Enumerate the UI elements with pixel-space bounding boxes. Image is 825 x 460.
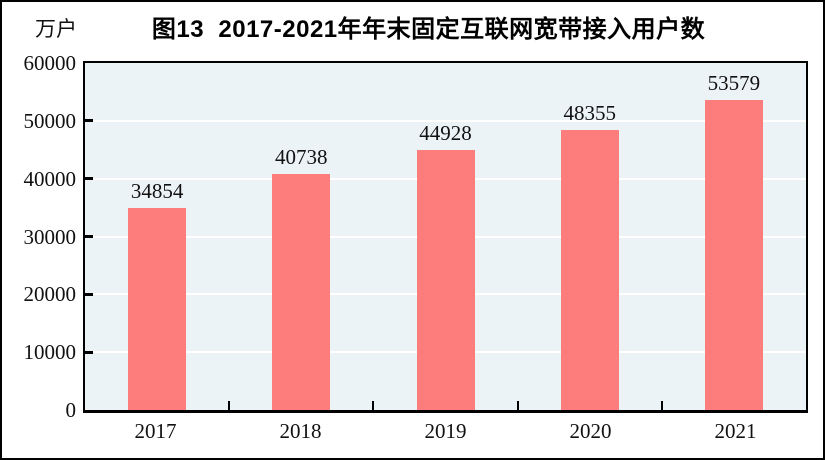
- x-axis-tick-label: 2021: [714, 419, 757, 443]
- bar-value-label: 48355: [563, 101, 616, 126]
- x-axis-tick-label: 2017: [134, 419, 177, 443]
- chart-title: 图13 2017-2021年年末固定互联网宽带接入用户数: [151, 16, 706, 43]
- y-axis-tick-mark: [85, 350, 93, 354]
- bar-slot: 34854: [85, 63, 229, 410]
- x-axis-tick-label: 2019: [424, 419, 467, 443]
- y-axis-tick-label: 40000: [23, 166, 77, 191]
- y-axis-unit-label: 万户: [35, 17, 77, 41]
- bar-value-label: 53579: [707, 71, 761, 96]
- bar-value-label: 44928: [419, 121, 472, 146]
- bar-value-label: 34854: [130, 179, 184, 204]
- plot-area: 34854 40738 44928 48355 53579: [83, 61, 808, 413]
- y-axis-tick-label: 10000: [23, 340, 77, 365]
- y-axis-tick-label: 50000: [23, 108, 77, 133]
- bar: [272, 174, 331, 410]
- y-axis-tick-label: 0: [65, 398, 77, 422]
- y-axis-tick-label: 30000: [23, 224, 77, 249]
- y-axis-tick-label: 20000: [23, 282, 77, 307]
- bar: [128, 208, 187, 410]
- x-axis-tick-mark: [228, 401, 231, 410]
- bar: [416, 150, 475, 410]
- x-axis-tick-label: 2018: [279, 419, 322, 443]
- x-axis-tick-mark: [660, 401, 663, 410]
- x-axis-labels: 2017 2018 2019 2020 2021: [83, 419, 808, 444]
- bar-slot: 48355: [518, 63, 662, 410]
- y-axis-tick-mark: [85, 119, 93, 123]
- bar: [560, 130, 619, 410]
- x-axis-tick-label: 2020: [569, 419, 612, 443]
- y-axis-tick-label: 60000: [23, 51, 77, 75]
- bar: [704, 100, 763, 410]
- bar-slot: 44928: [373, 63, 517, 410]
- y-axis-tick-mark: [85, 177, 93, 181]
- x-axis-tick-mark: [516, 401, 519, 410]
- gridline: [85, 119, 806, 122]
- x-axis-tick-mark: [372, 401, 375, 410]
- bar-slot: 53579: [662, 63, 806, 410]
- y-axis-tick-mark: [85, 292, 93, 296]
- bars-layer: 34854 40738 44928 48355 53579: [85, 63, 806, 410]
- bar-value-label: 40738: [275, 145, 328, 170]
- y-axis-tick-mark: [85, 235, 93, 238]
- bar-slot: 40738: [229, 63, 373, 410]
